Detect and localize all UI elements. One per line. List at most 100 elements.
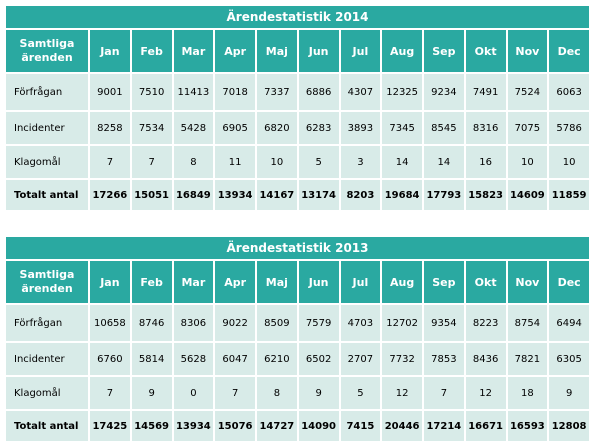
month-header: Feb [131,261,172,303]
table-cell: 16849 [173,180,214,210]
table-row: Förfrågan 10658 8746 8306 9022 8509 7579… [6,305,589,341]
month-header: Jan [90,261,130,303]
table-cell: 16671 [465,411,506,441]
month-header: Jun [298,30,339,72]
month-header: Maj [257,261,297,303]
table-cell: 5 [340,377,381,409]
table-cell: 14727 [257,411,297,441]
table-cell: 5628 [173,343,214,375]
table-row: Klagomål 7 7 8 11 10 5 3 14 14 16 10 10 [6,146,589,178]
table-cell: 16 [465,146,506,178]
table-cell: 5814 [131,343,172,375]
table-cell: 7018 [215,74,255,110]
table-title: Ärendestatistik 2014 [6,6,589,28]
table-cell: 13174 [298,180,339,210]
table-cell: 7 [424,377,464,409]
table-cell: 6820 [257,112,297,144]
table-cell: 0 [173,377,214,409]
table-cell: 12 [465,377,506,409]
stats-grid: Ärendestatistik 2013 Samtliga ärenden Ja… [4,235,591,443]
table-cell: 6905 [215,112,255,144]
table-cell: 6047 [215,343,255,375]
table-cell: 13934 [215,180,255,210]
table-cell: 7415 [340,411,381,441]
table-cell: 15823 [465,180,506,210]
table-cell: 7337 [257,74,297,110]
table-cell: 7534 [131,112,172,144]
table-cell: 15076 [215,411,255,441]
table-cell: 16593 [507,411,548,441]
table-row: Förfrågan 9001 7510 11413 7018 7337 6886… [6,74,589,110]
table-cell: 5428 [173,112,214,144]
table-cell: 8 [257,377,297,409]
table-cell: 8306 [173,305,214,341]
table-cell: 9 [298,377,339,409]
table-cell: 6210 [257,343,297,375]
stats-grid: Ärendestatistik 2014 Samtliga ärenden Ja… [4,4,591,212]
total-row: Totalt antal 17425 14569 13934 15076 147… [6,411,589,441]
table-cell: 9022 [215,305,255,341]
table-cell: 14 [424,146,464,178]
table-cell: 20446 [382,411,422,441]
table-cell: 14609 [507,180,548,210]
table-cell: 6494 [549,305,589,341]
table-cell: 12325 [382,74,422,110]
table-cell: 17214 [424,411,464,441]
table-cell: 8 [173,146,214,178]
month-header: Mar [173,261,214,303]
month-header: Jul [340,30,381,72]
table-cell: 10 [257,146,297,178]
month-header: Sep [424,261,464,303]
month-header: Aug [382,30,422,72]
table-row: Incidenter 6760 5814 5628 6047 6210 6502… [6,343,589,375]
month-header: Nov [507,30,548,72]
table-cell: 6283 [298,112,339,144]
month-header: Jun [298,261,339,303]
table-cell: 13934 [173,411,214,441]
table-cell: 7345 [382,112,422,144]
month-header: Maj [257,30,297,72]
month-header: Feb [131,30,172,72]
table-cell: 6502 [298,343,339,375]
table-cell: 3893 [340,112,381,144]
table-cell: 9 [549,377,589,409]
table-cell: 7 [90,377,130,409]
table-cell: 8746 [131,305,172,341]
table-cell: 7 [90,146,130,178]
month-header: Dec [549,261,589,303]
table-cell: 14090 [298,411,339,441]
table-cell: 11413 [173,74,214,110]
month-header: Aug [382,261,422,303]
row-label: Totalt antal [6,411,88,441]
table-cell: 6760 [90,343,130,375]
table-row: Incidenter 8258 7534 5428 6905 6820 6283… [6,112,589,144]
header-label: Samtliga ärenden [6,30,88,72]
table-cell: 14 [382,146,422,178]
table-cell: 15051 [131,180,172,210]
table-cell: 7524 [507,74,548,110]
table-cell: 2707 [340,343,381,375]
month-header: Apr [215,30,255,72]
month-header: Jul [340,261,381,303]
table-cell: 4703 [340,305,381,341]
table-cell: 8754 [507,305,548,341]
row-label: Klagomål [6,377,88,409]
table-cell: 17266 [90,180,130,210]
table-cell: 10658 [90,305,130,341]
table-cell: 10 [549,146,589,178]
table-cell: 12702 [382,305,422,341]
table-cell: 7510 [131,74,172,110]
table-cell: 8509 [257,305,297,341]
table-cell: 9234 [424,74,464,110]
table-cell: 4307 [340,74,381,110]
table-cell: 6305 [549,343,589,375]
table-cell: 3 [340,146,381,178]
table-cell: 8316 [465,112,506,144]
table-cell: 7 [215,377,255,409]
table-cell: 14167 [257,180,297,210]
row-label: Incidenter [6,112,88,144]
table-cell: 18 [507,377,548,409]
table-cell: 7075 [507,112,548,144]
row-label: Förfrågan [6,74,88,110]
table-cell: 6886 [298,74,339,110]
